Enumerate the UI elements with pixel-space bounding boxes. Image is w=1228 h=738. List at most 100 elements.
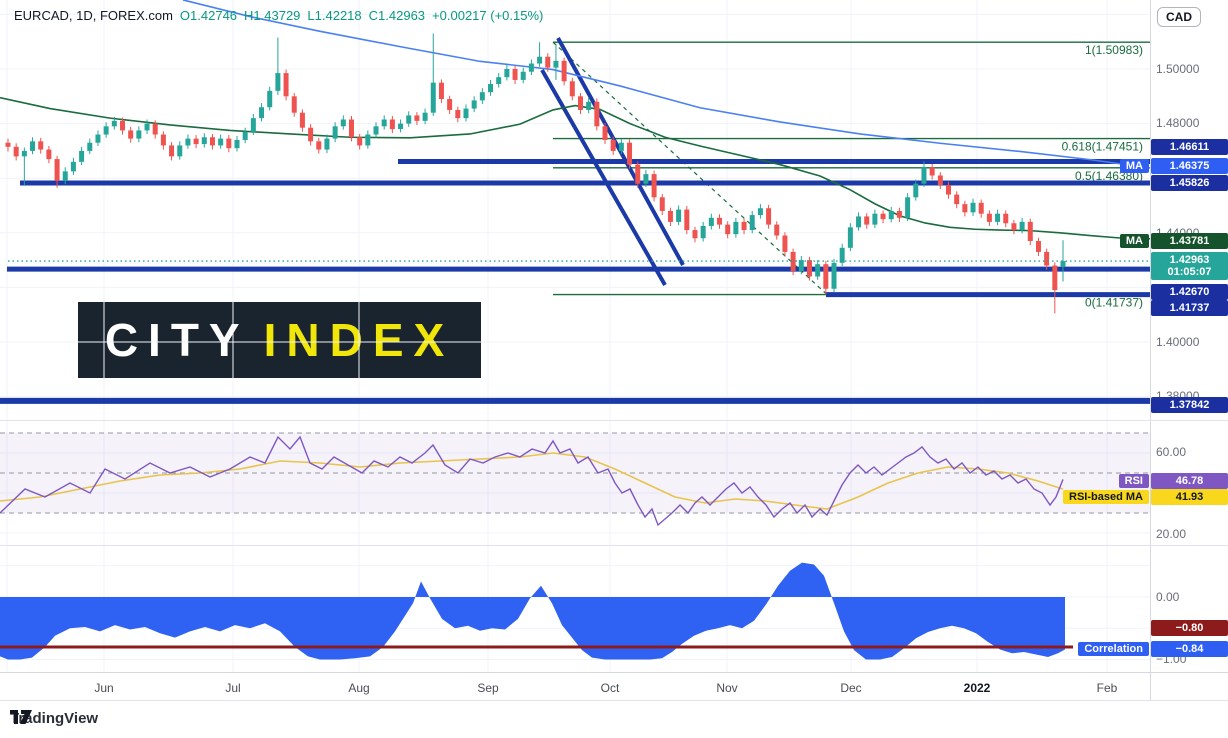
trend-channel-line: [556, 37, 685, 266]
candle-body: [406, 115, 412, 124]
candle-body: [708, 217, 714, 226]
price-level-badge: 1.46375: [1151, 158, 1228, 174]
candle-body: [299, 112, 305, 128]
time-axis-label: Aug: [348, 681, 370, 695]
candle-body: [267, 90, 273, 108]
candle-body: [954, 194, 960, 205]
candle-body: [717, 217, 723, 225]
candle-body: [700, 225, 706, 239]
candle-body: [790, 251, 796, 272]
candle-body: [21, 150, 27, 157]
candle-body: [905, 197, 911, 218]
candle-body: [38, 141, 44, 150]
candle-body: [13, 146, 19, 157]
candle-body: [545, 56, 551, 68]
candle-body: [774, 224, 780, 236]
indicator-chip-correlation: Correlation: [1078, 642, 1149, 656]
candle-body: [340, 119, 346, 127]
candle-body: [970, 202, 976, 213]
time-axis-label: Oct: [600, 681, 620, 695]
price-level-badge: 1.41737: [1151, 300, 1228, 316]
tradingview-label: TradingView: [10, 710, 99, 727]
price-level-badge: 41.93: [1151, 489, 1228, 505]
time-axis-label: Dec: [840, 681, 862, 695]
time-axis-label: Nov: [716, 681, 738, 695]
candle-body: [5, 142, 11, 147]
candle-body: [1035, 240, 1041, 252]
candle-body: [725, 224, 731, 235]
candle-body: [635, 164, 641, 184]
candle-body: [864, 216, 870, 225]
legend-low: L1.42218: [307, 8, 362, 23]
candle-body: [365, 134, 371, 146]
candle-body: [561, 60, 567, 82]
price-level-badge: 1.45826: [1151, 175, 1228, 191]
legend-change: +0.00217 (+0.15%): [432, 8, 544, 23]
time-axis-label: Feb: [1096, 681, 1118, 695]
candle-body: [577, 96, 583, 110]
price-axis-label: 1.50000: [1156, 62, 1200, 76]
candle-body: [79, 150, 85, 162]
candle-body: [119, 120, 125, 131]
candle-body: [1027, 221, 1033, 241]
candle-body: [46, 149, 52, 160]
candle-body: [880, 213, 886, 220]
candle-body: [643, 174, 649, 184]
candle-body: [921, 167, 927, 184]
price-level-badge: 1.46611: [1151, 139, 1228, 155]
candle-body: [1003, 213, 1009, 224]
candle-body: [798, 260, 804, 272]
chart-canvas[interactable]: 1(1.50983)0.618(1.47451)0.5(1.46380)0(1.…: [0, 0, 1228, 700]
price-axis-label: 1.40000: [1156, 335, 1200, 349]
time-axis-border: [0, 672, 1228, 673]
candle-body: [839, 247, 845, 263]
indicator-chip-ma: MA: [1119, 234, 1149, 248]
candle-body: [831, 262, 837, 289]
candle-body: [152, 123, 158, 135]
candle-body: [749, 215, 755, 231]
price-level-badge: 1.42670: [1151, 284, 1228, 300]
current-price-badge: 1.42963 01:05:07: [1151, 252, 1228, 280]
candle-body: [815, 264, 821, 277]
candle-body: [414, 115, 420, 121]
candle-body: [324, 138, 330, 150]
candle-body: [962, 204, 968, 213]
candle-body: [250, 118, 256, 132]
candle-body: [357, 137, 363, 146]
candle-body: [177, 145, 183, 157]
watermark-word-city: CITY: [104, 314, 250, 366]
candle-body: [676, 209, 682, 222]
candle-body: [111, 120, 117, 127]
quote-currency-chip[interactable]: CAD: [1157, 7, 1201, 27]
candle-body: [496, 77, 502, 85]
price-axis-border: [1150, 0, 1151, 700]
candle-body: [856, 216, 862, 228]
candle-body: [430, 82, 436, 113]
candle-body: [283, 73, 289, 97]
candle-body: [741, 221, 747, 231]
tradingview-attribution[interactable]: TradingView: [10, 710, 98, 727]
rsi-line: [0, 435, 1064, 527]
candle-body: [692, 230, 698, 239]
price-axis-label: 0.00: [1156, 590, 1180, 604]
candle-body: [54, 159, 60, 181]
candle-body: [872, 213, 878, 225]
candle-body: [259, 107, 265, 119]
candle-body: [766, 208, 772, 225]
fib-level-label: 1(1.50983): [1085, 43, 1143, 57]
price-level-badge: 1.37842: [1151, 397, 1228, 413]
legend-symbol[interactable]: EURCAD, 1D, FOREX.com: [14, 8, 173, 23]
candle-body: [242, 131, 248, 140]
candle-body: [95, 134, 101, 143]
legend-open: O1.42746: [179, 8, 238, 23]
candle-body: [30, 141, 36, 151]
candle-body: [275, 73, 281, 91]
candle-body: [389, 119, 395, 130]
indicator-chip-rsi-based-ma: RSI-based MA: [1063, 490, 1149, 504]
candle-body: [381, 119, 387, 127]
candle-body: [463, 108, 469, 119]
candle-body: [586, 101, 592, 110]
candle-body: [594, 101, 600, 127]
candle-body: [929, 167, 935, 176]
